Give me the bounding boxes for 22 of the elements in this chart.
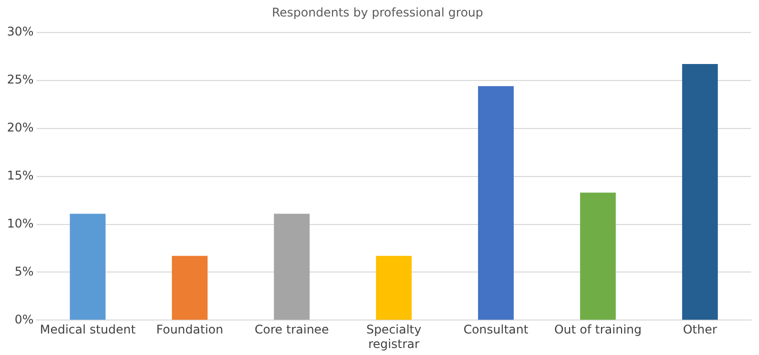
x-tick-label: Foundation <box>156 322 224 337</box>
y-tick-label: 10% <box>7 216 34 230</box>
bar <box>682 64 718 320</box>
x-tick-label: Out of training <box>554 322 642 337</box>
y-tick-label: 20% <box>7 120 34 134</box>
x-tick-label: Core trainee <box>254 322 329 337</box>
bar <box>172 256 208 320</box>
bar <box>580 192 616 320</box>
y-tick-label: 5% <box>14 264 34 278</box>
x-tick-label: Other <box>682 322 718 337</box>
y-tick-label: 0% <box>14 312 34 326</box>
x-tick-label: Medical student <box>40 322 136 337</box>
bar <box>376 256 412 320</box>
y-tick-label: 15% <box>7 168 34 182</box>
y-tick-label: 25% <box>7 72 34 86</box>
x-tick-label: Consultant <box>463 322 529 337</box>
bar <box>274 214 310 320</box>
x-tick-label: Specialty registrar <box>366 322 422 351</box>
bar <box>70 214 106 320</box>
bar <box>478 86 514 320</box>
chart-title: Respondents by professional group <box>272 5 484 20</box>
y-tick-label: 30% <box>7 24 34 39</box>
